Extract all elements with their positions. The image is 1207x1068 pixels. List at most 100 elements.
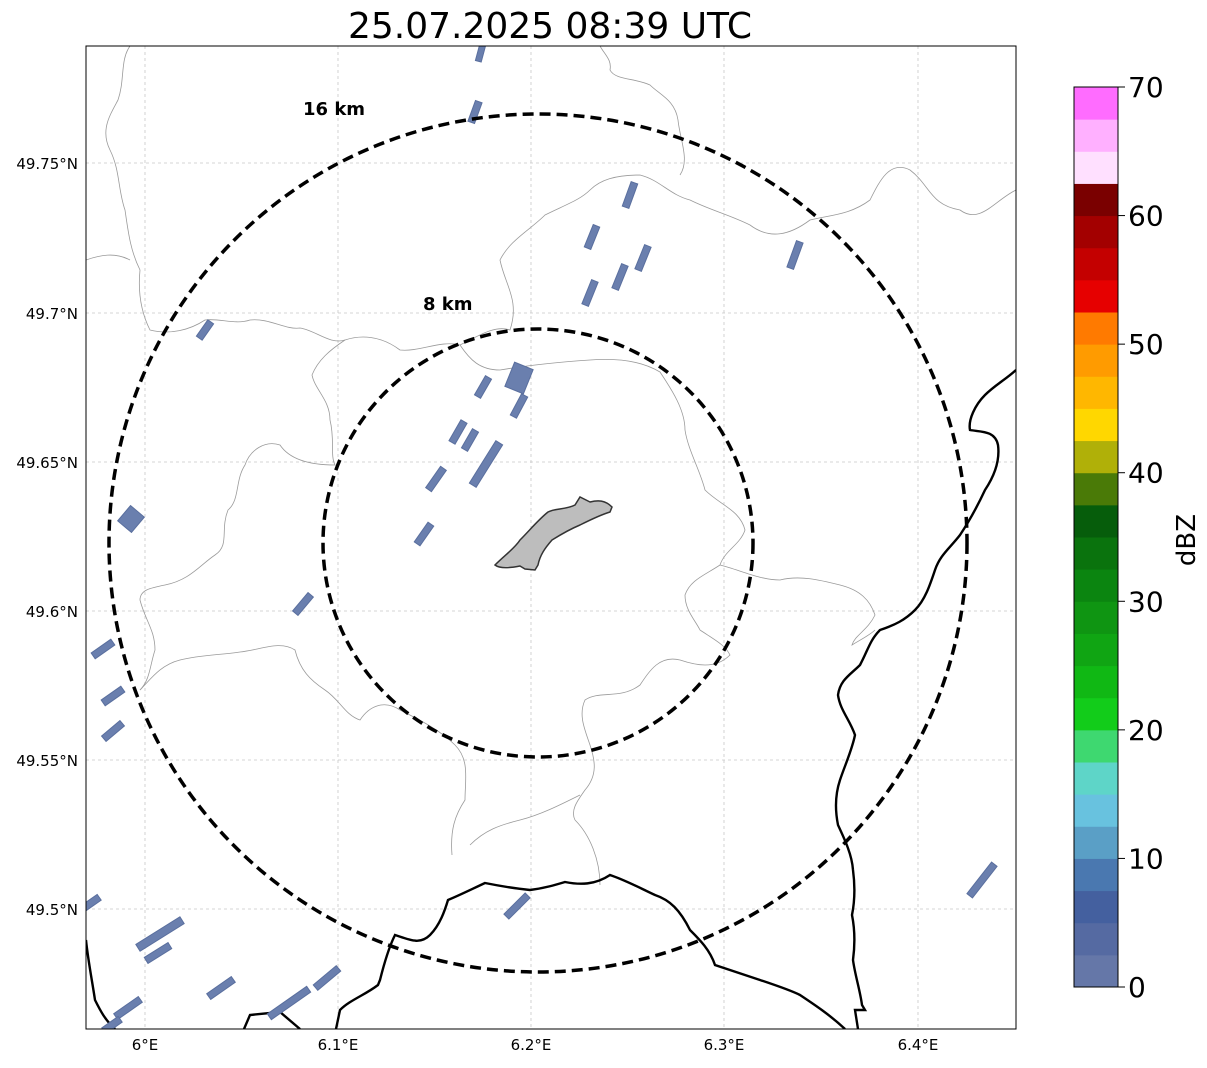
echo-cell xyxy=(291,591,315,617)
colorbar-segment xyxy=(1074,504,1118,538)
lon-tick-label: 6.2°E xyxy=(511,1036,552,1054)
colorbar-segment xyxy=(1074,697,1118,731)
echo-cell xyxy=(504,361,534,395)
colorbar-segment xyxy=(1074,215,1118,249)
lon-tick-label: 6°E xyxy=(132,1036,159,1054)
echo-cell xyxy=(621,180,639,210)
echo-cell xyxy=(413,521,435,547)
colorbar-segment xyxy=(1074,151,1118,184)
colorbar: 0 10 20 30 40 50 60 70 dBZ xyxy=(1073,71,1202,1004)
colorbar-tick-label: 20 xyxy=(1128,714,1164,747)
colorbar-tick-label: 0 xyxy=(1128,971,1146,1004)
echo-cell xyxy=(312,964,342,992)
colorbar-segment xyxy=(1074,312,1118,345)
colorbar-segment xyxy=(1074,440,1118,474)
echo-cell xyxy=(100,685,126,707)
echo-cell xyxy=(509,393,529,419)
lon-tick-label: 6.4°E xyxy=(898,1036,939,1054)
echo-cell xyxy=(143,941,173,965)
range-ring-16km xyxy=(107,112,969,974)
echo-cell xyxy=(467,99,483,125)
lat-tick-label: 49.65°N xyxy=(16,454,78,472)
colorbar-tick-label: 70 xyxy=(1128,71,1164,104)
radar-echoes xyxy=(86,46,998,1029)
colorbar-segment xyxy=(1074,119,1118,152)
echo-cell xyxy=(611,262,629,292)
echo-cell xyxy=(116,504,146,534)
colorbar-segment xyxy=(1074,472,1118,506)
colorbar-frame xyxy=(1073,86,1119,988)
echo-cell xyxy=(424,465,448,493)
municipal-boundaries xyxy=(86,46,1016,886)
echo-cell xyxy=(460,428,480,452)
colorbar-segment xyxy=(1074,922,1118,956)
echo-cell xyxy=(86,893,102,913)
echo-cell xyxy=(583,223,601,251)
colorbar-label: dBZ xyxy=(1172,514,1202,566)
echo-cell xyxy=(634,243,652,273)
map-title: 25.07.2025 08:39 UTC xyxy=(348,6,752,47)
range-ring-8km xyxy=(321,327,755,759)
colorbar-segment xyxy=(1074,729,1118,763)
colorbar-segment xyxy=(1074,890,1118,924)
echo-cell xyxy=(101,1015,123,1029)
echo-cell xyxy=(503,892,531,920)
echo-cell xyxy=(474,46,494,63)
lat-tick-label: 49.55°N xyxy=(16,752,78,770)
echo-cell xyxy=(195,319,215,341)
map-frame xyxy=(85,45,1017,1030)
colorbar-segment xyxy=(1074,376,1118,409)
colorbar-segment xyxy=(1074,826,1118,859)
colorbar-segment xyxy=(1074,858,1118,892)
colorbar-tick-label: 60 xyxy=(1128,200,1164,233)
lat-tick-label: 49.75°N xyxy=(16,155,78,173)
echo-cell xyxy=(90,638,116,660)
colorbar-segment xyxy=(1074,183,1118,217)
latitude-tick-labels: 49.75°N 49.7°N 49.65°N 49.6°N 49.55°N 49… xyxy=(16,155,78,919)
echo-cell xyxy=(100,719,126,743)
range-rings xyxy=(107,112,969,974)
colorbar-segment xyxy=(1074,247,1118,281)
colorbar-segment xyxy=(1074,344,1118,377)
range-ring-label-16km: 16 km xyxy=(303,99,365,120)
colorbar-segment xyxy=(1074,633,1118,667)
echo-cell xyxy=(786,240,804,270)
echo-cell xyxy=(266,985,312,1021)
colorbar-segment xyxy=(1074,665,1118,699)
longitude-tick-labels: 6°E 6.1°E 6.2°E 6.3°E 6.4°E xyxy=(132,1036,939,1054)
colorbar-tick-label: 40 xyxy=(1128,457,1164,490)
colorbar-tick-label: 30 xyxy=(1128,585,1164,618)
colorbar-segment xyxy=(1074,601,1118,634)
echo-cell xyxy=(473,375,493,399)
lon-tick-label: 6.1°E xyxy=(318,1036,359,1054)
echo-cell xyxy=(448,419,468,445)
colorbar-ticks: 0 10 20 30 40 50 60 70 xyxy=(1118,71,1164,1004)
echo-cell xyxy=(468,439,504,489)
colorbar-tick-label: 50 xyxy=(1128,328,1164,361)
colorbar-segment xyxy=(1074,569,1118,602)
colorbar-segments xyxy=(1074,87,1118,988)
echo-cell xyxy=(113,995,143,1021)
map-content: 8 km 16 km xyxy=(86,46,1016,1029)
echo-cell xyxy=(206,975,236,1001)
echo-cell xyxy=(581,278,599,308)
colorbar-segment xyxy=(1074,537,1118,570)
colorbar-segment xyxy=(1074,408,1118,442)
colorbar-segment xyxy=(1074,954,1118,988)
colorbar-segment xyxy=(1074,279,1118,313)
gridlines xyxy=(86,46,1016,1029)
lat-tick-label: 49.6°N xyxy=(26,603,78,621)
colorbar-segment xyxy=(1074,794,1118,827)
national-boundaries xyxy=(86,369,1016,1029)
echo-cell xyxy=(966,861,998,899)
colorbar-tick-label: 10 xyxy=(1128,842,1164,875)
lon-tick-label: 6.3°E xyxy=(704,1036,745,1054)
range-ring-label-8km: 8 km xyxy=(423,294,473,315)
colorbar-segment xyxy=(1074,87,1118,120)
echo-cell xyxy=(135,916,185,952)
city-area xyxy=(493,496,613,571)
lat-tick-label: 49.5°N xyxy=(26,901,78,919)
colorbar-segment xyxy=(1074,762,1118,795)
